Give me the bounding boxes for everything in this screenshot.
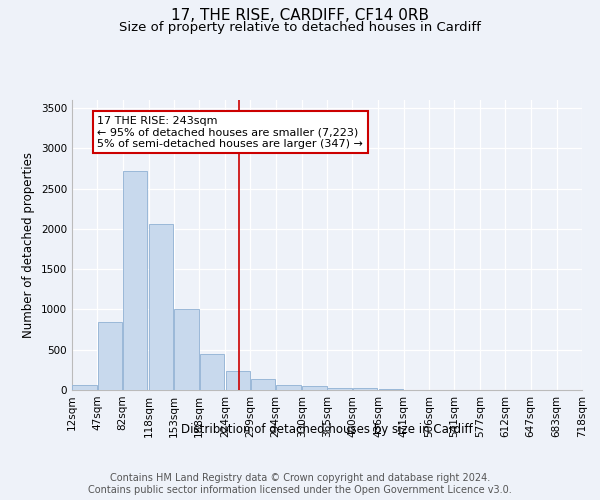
Bar xyxy=(149,224,173,390)
Text: Contains HM Land Registry data © Crown copyright and database right 2024.
Contai: Contains HM Land Registry data © Crown c… xyxy=(88,474,512,495)
Bar xyxy=(379,389,403,390)
Text: 17 THE RISE: 243sqm
← 95% of detached houses are smaller (7,223)
5% of semi-deta: 17 THE RISE: 243sqm ← 95% of detached ho… xyxy=(97,116,363,149)
Bar xyxy=(98,322,122,390)
Bar xyxy=(123,171,148,390)
Text: Distribution of detached houses by size in Cardiff: Distribution of detached houses by size … xyxy=(181,422,473,436)
Bar xyxy=(200,354,224,390)
Bar xyxy=(302,386,326,390)
Bar xyxy=(73,385,97,390)
Text: Size of property relative to detached houses in Cardiff: Size of property relative to detached ho… xyxy=(119,21,481,34)
Bar xyxy=(226,371,250,390)
Y-axis label: Number of detached properties: Number of detached properties xyxy=(22,152,35,338)
Text: 17, THE RISE, CARDIFF, CF14 0RB: 17, THE RISE, CARDIFF, CF14 0RB xyxy=(171,8,429,22)
Bar xyxy=(276,385,301,390)
Bar xyxy=(353,388,377,390)
Bar xyxy=(328,388,352,390)
Bar xyxy=(174,310,199,390)
Bar xyxy=(251,378,275,390)
